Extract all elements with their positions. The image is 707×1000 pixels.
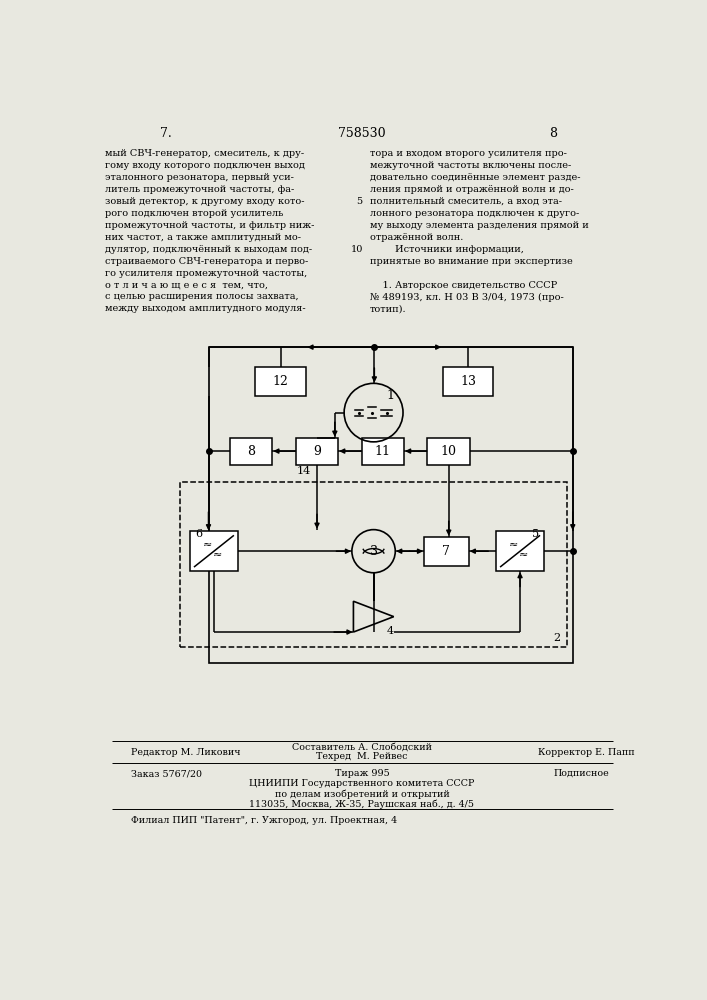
Bar	[424, 537, 469, 566]
Text: 5: 5	[532, 529, 539, 539]
Text: тотип).: тотип).	[370, 304, 407, 313]
Text: между выходом амплитудного модуля-: между выходом амплитудного модуля-	[105, 304, 306, 313]
Bar	[496, 531, 544, 571]
Text: 6: 6	[195, 529, 202, 539]
Bar	[190, 531, 238, 571]
Text: лонного резонатора подключен к друго-: лонного резонатора подключен к друго-	[370, 209, 579, 218]
Bar	[230, 438, 272, 465]
Text: дулятор, подключённый к выходам под-: дулятор, подключённый к выходам под-	[105, 245, 312, 254]
Text: страиваемого СВЧ-генератора и перво-: страиваемого СВЧ-генератора и перво-	[105, 257, 309, 266]
Text: 4: 4	[387, 626, 395, 636]
Text: му выходу элемента разделения прямой и: му выходу элемента разделения прямой и	[370, 221, 588, 230]
Text: 14: 14	[296, 466, 311, 476]
Text: Составитель А. Слободский: Составитель А. Слободский	[292, 743, 432, 752]
Text: Филиал ПИП "Патент", г. Ужгород, ул. Проектная, 4: Филиал ПИП "Патент", г. Ужгород, ул. Про…	[131, 816, 397, 825]
Text: с целью расширения полосы захвата,: с целью расширения полосы захвата,	[105, 292, 299, 301]
Text: литель промежуточной частоты, фа-: литель промежуточной частоты, фа-	[105, 185, 295, 194]
Text: полнительный смеситель, а вход эта-: полнительный смеситель, а вход эта-	[370, 197, 561, 206]
Text: ЦНИИПИ Государственного комитета СССР: ЦНИИПИ Государственного комитета СССР	[250, 779, 474, 788]
Text: Тираж 995: Тираж 995	[334, 769, 390, 778]
Text: 9: 9	[313, 445, 321, 458]
Text: ≈: ≈	[519, 550, 529, 560]
Bar	[255, 367, 305, 396]
Text: 2: 2	[553, 633, 561, 643]
Text: 1: 1	[387, 389, 395, 402]
Text: Подписное: Подписное	[554, 769, 609, 778]
Text: принятые во внимание при экспертизе: принятые во внимание при экспертизе	[370, 257, 573, 266]
Text: 5: 5	[356, 197, 363, 206]
Text: 113035, Москва, Ж-35, Раушская наб., д. 4/5: 113035, Москва, Ж-35, Раушская наб., д. …	[250, 799, 474, 809]
Text: гому входу которого подключен выход: гому входу которого подключен выход	[105, 161, 305, 170]
Text: межуточной частоты включены после-: межуточной частоты включены после-	[370, 161, 571, 170]
Bar	[361, 438, 404, 465]
Text: ≈: ≈	[203, 540, 212, 550]
Bar	[443, 367, 493, 396]
Text: 1. Авторское свидетельство СССР: 1. Авторское свидетельство СССР	[370, 281, 557, 290]
Text: них частот, а также амплитудный мо-: них частот, а также амплитудный мо-	[105, 233, 301, 242]
Text: Редактор М. Ликович: Редактор М. Ликович	[131, 748, 240, 757]
Text: тора и входом второго усилителя про-: тора и входом второго усилителя про-	[370, 149, 566, 158]
Text: эталонного резонатора, первый уси-: эталонного резонатора, первый уси-	[105, 173, 294, 182]
Text: по делам изобретений и открытий: по делам изобретений и открытий	[274, 789, 450, 799]
Text: № 489193, кл. Н 03 В 3/04, 1973 (про-: № 489193, кл. Н 03 В 3/04, 1973 (про-	[370, 292, 563, 302]
Text: 11: 11	[375, 445, 391, 458]
Text: Корректор Е. Папп: Корректор Е. Папп	[538, 748, 634, 757]
Text: Заказ 5767/20: Заказ 5767/20	[131, 769, 202, 778]
Text: 12: 12	[273, 375, 288, 388]
Text: ления прямой и отражённой волн и до-: ления прямой и отражённой волн и до-	[370, 185, 573, 194]
Text: ≈: ≈	[509, 540, 518, 550]
Text: 758530: 758530	[338, 127, 386, 140]
Text: довательно соединённые элемент разде-: довательно соединённые элемент разде-	[370, 173, 580, 182]
Bar	[180, 482, 566, 647]
Text: 13: 13	[460, 375, 476, 388]
Bar	[296, 438, 339, 465]
Text: 8: 8	[247, 445, 255, 458]
Text: го усилителя промежуточной частоты,: го усилителя промежуточной частоты,	[105, 269, 308, 278]
Text: ≈: ≈	[213, 550, 223, 560]
Text: о т л и ч а ю щ е е с я  тем, что,: о т л и ч а ю щ е е с я тем, что,	[105, 281, 269, 290]
Text: 8: 8	[549, 127, 557, 140]
Text: 7.: 7.	[160, 127, 172, 140]
Text: зовый детектор, к другому входу кото-: зовый детектор, к другому входу кото-	[105, 197, 305, 206]
Text: мый СВЧ-генератор, смеситель, к дру-: мый СВЧ-генератор, смеситель, к дру-	[105, 149, 305, 158]
Text: Техред  М. Рейвес: Техред М. Рейвес	[316, 752, 408, 761]
Text: 10: 10	[351, 245, 363, 254]
Text: 10: 10	[440, 445, 457, 458]
Text: Источники информации,: Источники информации,	[370, 245, 524, 254]
Text: 7: 7	[443, 545, 450, 558]
Text: отражённой волн.: отражённой волн.	[370, 233, 463, 242]
Bar	[428, 438, 470, 465]
Text: 3: 3	[370, 545, 378, 558]
Text: рого подключен второй усилитель: рого подключен второй усилитель	[105, 209, 284, 218]
Text: промежуточной частоты, и фильтр ниж-: промежуточной частоты, и фильтр ниж-	[105, 221, 315, 230]
Bar	[209, 347, 573, 663]
